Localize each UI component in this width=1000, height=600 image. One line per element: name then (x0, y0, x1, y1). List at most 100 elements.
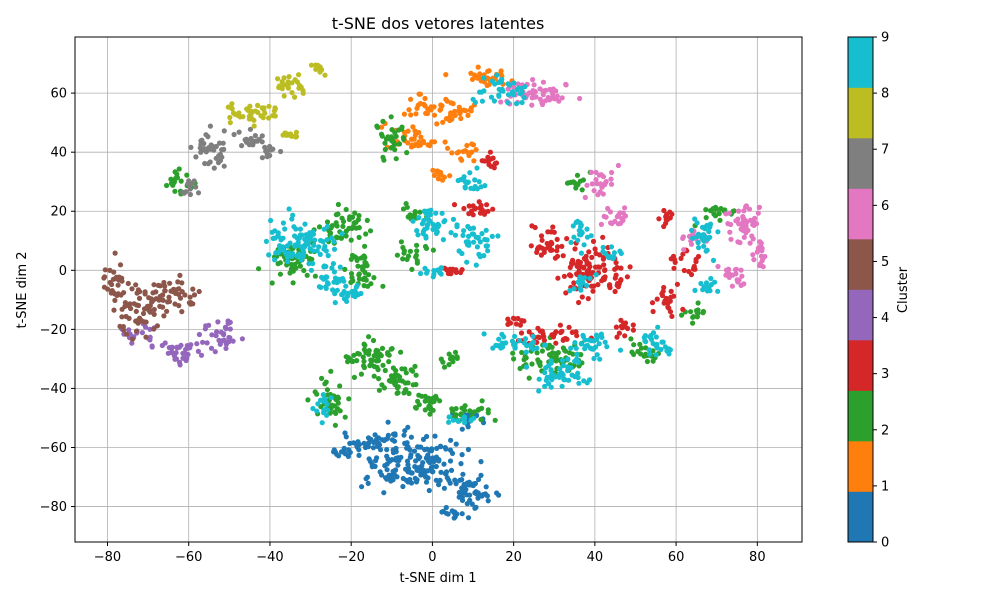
scatter-point (539, 328, 545, 334)
scatter-point (173, 290, 179, 296)
scatter-point (133, 308, 139, 314)
scatter-point (744, 219, 750, 225)
scatter-point (425, 475, 431, 481)
scatter-point (186, 300, 192, 306)
scatter-point (356, 234, 362, 240)
scatter-point (452, 477, 458, 483)
scatter-point (474, 165, 480, 171)
scatter-point (600, 249, 606, 255)
scatter-point (577, 95, 583, 102)
scatter-point (400, 256, 406, 262)
scatter-point (408, 452, 414, 458)
scatter-point (449, 450, 456, 456)
scatter-point (151, 306, 157, 313)
scatter-point (143, 319, 149, 325)
scatter-point (427, 212, 434, 218)
cluster-6-points (498, 77, 768, 289)
scatter-point (325, 407, 331, 413)
scatter-point (126, 327, 132, 333)
scatter-point (488, 94, 495, 100)
scatter-point (443, 446, 449, 452)
scatter-point (329, 235, 335, 241)
scatter-point (486, 81, 492, 87)
scatter-point (672, 259, 678, 265)
scatter-point (739, 222, 745, 228)
scatter-point (374, 455, 380, 461)
scatter-point (430, 469, 436, 475)
scatter-point (542, 342, 549, 348)
cluster-4-points (119, 318, 245, 368)
scatter-point (315, 401, 321, 407)
cluster-8-points (225, 62, 328, 140)
scatter-point (343, 233, 349, 239)
scatter-point (718, 206, 724, 212)
scatter-point (729, 283, 736, 289)
scatter-point (540, 92, 546, 98)
cluster-7-points (180, 123, 284, 198)
scatter-point (704, 247, 710, 253)
scatter-point (456, 494, 462, 500)
scatter-point (481, 88, 487, 94)
scatter-point (393, 455, 399, 461)
scatter-point (381, 157, 387, 163)
scatter-point (384, 447, 390, 453)
scatter-point (595, 282, 601, 288)
scatter-point (614, 214, 620, 220)
scatter-point (609, 169, 615, 176)
scatter-point (212, 349, 218, 355)
scatter-point (285, 79, 291, 85)
scatter-point (627, 264, 633, 270)
scatter-point (369, 464, 375, 470)
scatter-point (399, 378, 405, 384)
scatter-point (305, 397, 311, 403)
scatter-point (611, 254, 617, 260)
scatter-point (571, 280, 577, 286)
scatter-point (390, 431, 397, 437)
scatter-point (467, 150, 474, 156)
scatter-point (401, 432, 407, 438)
scatter-point (201, 140, 207, 147)
scatter-point (162, 288, 168, 294)
scatter-point (125, 280, 131, 287)
scatter-point (465, 515, 472, 521)
scatter-point (167, 280, 173, 286)
scatter-point (617, 347, 624, 353)
scatter-point (312, 273, 318, 279)
scatter-point (287, 270, 293, 276)
scatter-point (293, 133, 300, 140)
scatter-point (405, 140, 411, 146)
scatter-point (498, 68, 504, 74)
scatter-point (128, 305, 134, 312)
scatter-point (409, 266, 415, 272)
scatter-point (346, 225, 352, 231)
scatter-point (187, 186, 193, 192)
scatter-point (661, 207, 667, 214)
scatter-point (588, 233, 594, 239)
scatter-point (726, 266, 732, 272)
scatter-point (571, 286, 577, 292)
scatter-point (474, 244, 480, 250)
scatter-point (280, 220, 286, 226)
scatter-point (379, 345, 386, 351)
scatter-point (366, 272, 372, 278)
scatter-point (166, 298, 172, 305)
scatter-point (436, 482, 442, 488)
scatter-point (695, 231, 702, 237)
scatter-point (296, 72, 302, 78)
scatter-point (660, 288, 666, 294)
scatter-point (446, 362, 452, 368)
scatter-point (269, 229, 275, 235)
scatter-point (252, 133, 258, 139)
scatter-point (442, 139, 448, 145)
scatter-point (529, 223, 535, 229)
scatter-point (597, 252, 603, 258)
scatter-point (560, 363, 566, 369)
scatter-point (549, 344, 555, 350)
scatter-point (385, 351, 391, 357)
scatter-point (446, 419, 452, 425)
scatter-point (589, 181, 595, 187)
scatter-point (353, 290, 359, 296)
scatter-point (318, 237, 324, 244)
scatter-point (414, 258, 420, 264)
scatter-point (413, 381, 419, 388)
